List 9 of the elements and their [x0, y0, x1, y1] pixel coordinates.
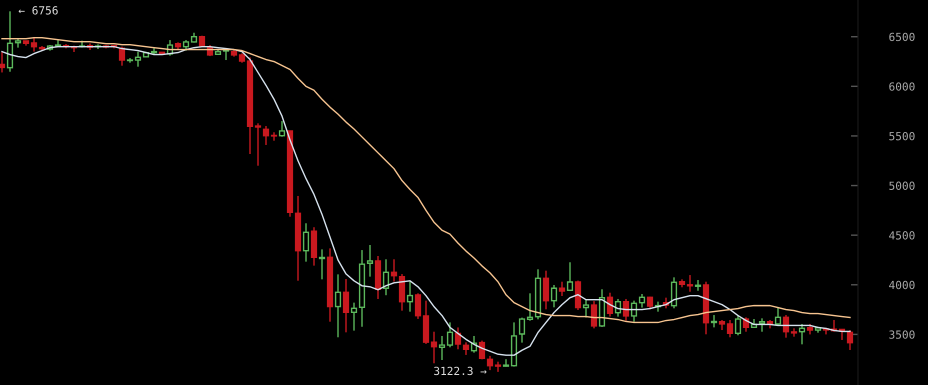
- annotation: ← 6756: [18, 6, 58, 15]
- y-tick-label: 6500: [889, 32, 915, 42]
- y-tick-label: 5500: [889, 132, 915, 140]
- y-tick-label: 3500: [889, 330, 915, 339]
- y-tick-label: 4000: [889, 280, 915, 290]
- y-tick-label: 6000: [889, 82, 915, 91]
- annotation: 3122.3 →: [434, 366, 487, 376]
- y-tick-label: 4500: [889, 231, 915, 240]
- y-tick-label: 5000: [889, 182, 915, 190]
